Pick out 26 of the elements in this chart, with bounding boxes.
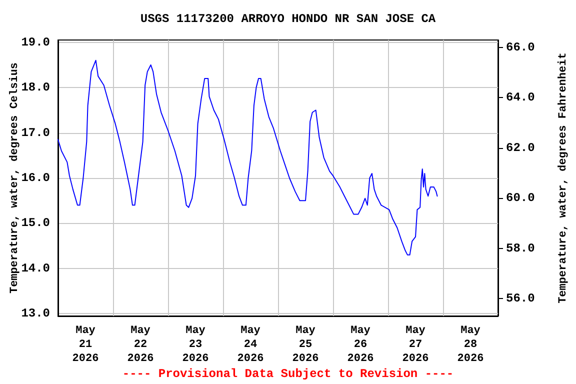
y-tick-label: 14.0 (21, 261, 50, 276)
y2-axis-title: Temperature, water, degrees Fahrenheit (558, 52, 570, 304)
x-tick-label: May 28 2026 (457, 325, 484, 365)
x-tick-label: May 23 2026 (182, 325, 209, 365)
chart-title: USGS 11173200 ARROYO HONDO NR SAN JOSE CA (140, 12, 436, 26)
y-tick-label: 16.0 (21, 171, 50, 185)
y-tick-label: 18.0 (21, 80, 50, 95)
y2-tick-label: 62.0 (506, 140, 535, 155)
x-tick-label: May 22 2026 (127, 325, 154, 365)
y-tick-label: 19.0 (21, 35, 50, 50)
y2-tick-label: 58.0 (506, 241, 535, 256)
x-tick-label: May 27 2026 (402, 325, 429, 365)
text: ---- Provisional Data Subject to Revision ---- (122, 367, 454, 381)
x-tick-label: May 26 2026 (347, 325, 374, 365)
y-axis-title: Temperature, water, degrees Celsius (9, 62, 21, 294)
x-tick-label: May 25 2026 (292, 325, 319, 365)
y2-tick-label: 64.0 (506, 90, 535, 105)
y-tick-label: 13.0 (21, 306, 50, 321)
y-tick-label: 17.0 (21, 126, 50, 140)
y2-tick-label: 66.0 (506, 40, 535, 54)
x-tick-label: May 21 2026 (72, 325, 99, 365)
y2-tick-label: 60.0 (506, 191, 535, 206)
y2-tick-label: 56.0 (506, 292, 535, 306)
line-series (58, 60, 438, 256)
y-tick-label: 15.0 (21, 216, 50, 230)
x-tick-label: May 24 2026 (237, 325, 264, 365)
